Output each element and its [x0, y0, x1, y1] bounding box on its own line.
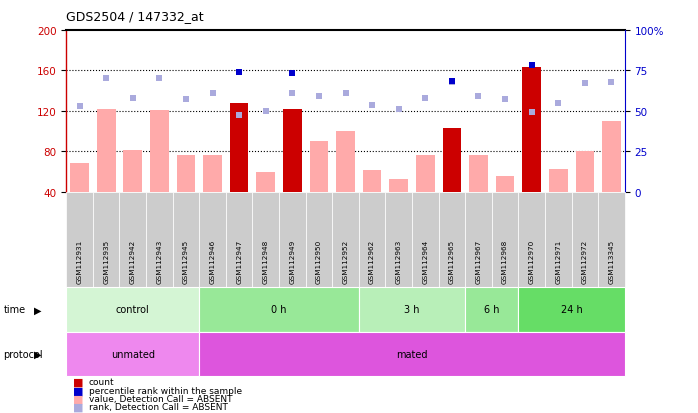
Bar	[496, 177, 514, 192]
Text: ▶: ▶	[34, 305, 41, 315]
Bar	[124, 151, 142, 192]
Text: GSM112972: GSM112972	[582, 240, 588, 284]
Text: GDS2504 / 147332_at: GDS2504 / 147332_at	[66, 10, 204, 23]
Text: GSM112945: GSM112945	[183, 240, 189, 284]
Bar	[336, 132, 355, 192]
Text: GSM112963: GSM112963	[396, 240, 401, 284]
Text: ■: ■	[73, 385, 84, 395]
Text: GSM113345: GSM113345	[609, 240, 614, 284]
Bar	[549, 170, 567, 192]
Text: GSM112942: GSM112942	[130, 240, 136, 284]
Text: ■: ■	[73, 377, 84, 387]
Bar	[70, 164, 89, 192]
Text: ▶: ▶	[34, 349, 41, 359]
Bar	[150, 111, 169, 192]
Text: GSM112949: GSM112949	[290, 240, 295, 284]
Bar	[230, 103, 248, 192]
Text: protocol: protocol	[3, 349, 43, 359]
Bar	[576, 152, 594, 192]
Text: GSM112971: GSM112971	[555, 240, 561, 284]
Text: value, Detection Call = ABSENT: value, Detection Call = ABSENT	[89, 394, 232, 403]
Bar	[389, 180, 408, 192]
Text: GSM112943: GSM112943	[156, 240, 163, 284]
Bar	[177, 156, 195, 192]
Text: ■: ■	[73, 394, 84, 404]
Text: GSM112952: GSM112952	[343, 240, 348, 284]
Bar	[310, 142, 328, 192]
Bar	[203, 156, 222, 192]
Bar	[522, 68, 541, 192]
Bar	[97, 109, 115, 192]
Text: rank, Detection Call = ABSENT: rank, Detection Call = ABSENT	[89, 402, 228, 411]
Text: GSM112967: GSM112967	[475, 240, 482, 284]
Text: count: count	[89, 377, 114, 387]
Bar	[256, 173, 275, 192]
Text: ■: ■	[73, 402, 84, 412]
Bar	[469, 156, 488, 192]
Text: mated: mated	[396, 349, 428, 359]
Text: GSM112947: GSM112947	[236, 240, 242, 284]
Text: GSM112931: GSM112931	[77, 240, 82, 284]
Text: 6 h: 6 h	[484, 305, 500, 315]
Text: GSM112965: GSM112965	[449, 240, 455, 284]
Text: control: control	[116, 305, 149, 315]
Text: 3 h: 3 h	[404, 305, 419, 315]
Text: percentile rank within the sample: percentile rank within the sample	[89, 386, 242, 395]
Bar	[443, 128, 461, 192]
Text: GSM112950: GSM112950	[316, 240, 322, 284]
Bar	[602, 121, 621, 192]
Text: GSM112962: GSM112962	[369, 240, 375, 284]
Text: GSM112970: GSM112970	[528, 240, 535, 284]
Text: GSM112948: GSM112948	[262, 240, 269, 284]
Text: GSM112968: GSM112968	[502, 240, 508, 284]
Text: GSM112946: GSM112946	[209, 240, 216, 284]
Text: unmated: unmated	[111, 349, 155, 359]
Text: time: time	[3, 305, 26, 315]
Bar	[283, 109, 302, 192]
Text: GSM112964: GSM112964	[422, 240, 429, 284]
Text: 24 h: 24 h	[560, 305, 582, 315]
Text: GSM112935: GSM112935	[103, 240, 109, 284]
Bar	[416, 156, 435, 192]
Bar	[363, 171, 381, 192]
Text: 0 h: 0 h	[272, 305, 287, 315]
